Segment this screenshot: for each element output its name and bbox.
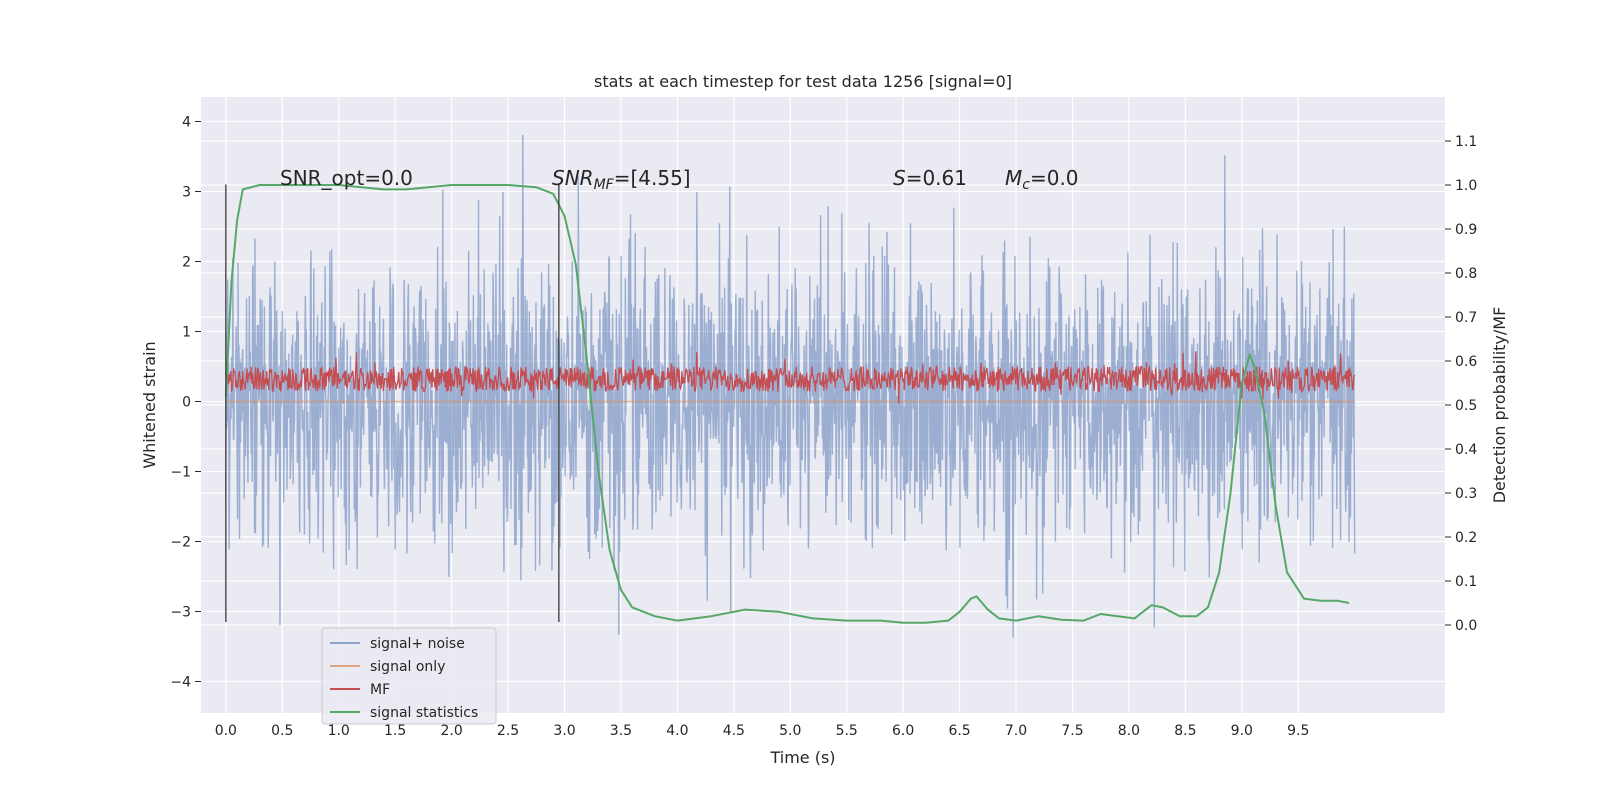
y-tick-label: 1 [182,325,191,341]
x-tick-label: 9.5 [1287,723,1309,739]
right-axis-label: Detection probability/MF [1490,307,1509,504]
right-tick-label: 0.1 [1455,574,1477,590]
x-tick-label: 7.5 [1061,723,1083,739]
x-tick-label: 8.5 [1174,723,1196,739]
x-tick-label: 6.5 [948,723,970,739]
y-tick-label: −4 [170,675,191,691]
x-tick-label: 6.0 [892,723,914,739]
right-tick-label: 0.3 [1455,486,1477,502]
right-tick-label: 0.8 [1455,266,1477,282]
snr-mf-prefix: SNR [552,166,594,190]
annotation-s: S=0.61 [893,166,967,190]
x-axis-label: Time (s) [769,748,835,767]
legend-label: MF [370,682,390,698]
x-tick-label: 3.0 [553,723,575,739]
data-layer [224,134,1356,638]
y-tick-label: 3 [182,185,191,201]
s-suffix: =0.61 [906,166,967,190]
x-tick-label: 1.5 [384,723,406,739]
series-signal-noise [225,134,1356,638]
x-tick-label: 2.5 [497,723,519,739]
snr-mf-sub: MF [594,177,615,193]
snr-mf-suffix: =[4.55] [614,166,691,190]
x-tick-label: 5.5 [836,723,858,739]
chart-title: stats at each timestep for test data 125… [594,72,1012,91]
x-tick-label: 4.0 [666,723,688,739]
x-tick-label: 8.0 [1118,723,1140,739]
y-tick-label: −2 [170,535,191,551]
s-prefix: S [893,166,906,190]
right-axis-ticks: 1.1 1.0 0.9 0.8 0.7 0.6 0.5 0.4 0.3 0.2 0.1 0.0 [1445,134,1477,634]
right-tick-label: 1.1 [1455,134,1477,150]
x-tick-label: 4.5 [723,723,745,739]
x-tick-label: 0.5 [271,723,293,739]
legend-label: signal+ noise [370,636,465,652]
mc-suffix: =0.0 [1030,166,1079,190]
y-tick-label: 0 [182,395,191,411]
legend-label: signal only [370,659,445,675]
x-axis-ticks: 0.0 0.5 1.0 1.5 2.0 2.5 3.0 3.5 4.0 4.5 5.0 5.5 6.0 6… [215,723,1310,739]
x-tick-label: 1.0 [328,723,350,739]
series-signal-statistics [224,184,1350,624]
mc-sub: c [1022,177,1030,193]
x-tick-label: 7.0 [1005,723,1027,739]
right-tick-label: 0.4 [1455,442,1477,458]
annotation-mc: Mc=0.0 [1005,166,1079,193]
x-tick-label: 9.0 [1231,723,1253,739]
mc-prefix: M [1005,166,1022,190]
annotation-snr-mf: SNRMF=[4.55] [552,166,691,193]
y-tick-label: 4 [182,115,191,131]
x-tick-label: 0.0 [215,723,237,739]
legend: signal+ noise signal only MF signal statist… [321,627,497,725]
x-tick-label: 2.0 [440,723,462,739]
y-tick-label: −1 [170,465,191,481]
legend-box [321,627,497,725]
right-tick-label: 0.5 [1455,398,1477,414]
y-tick-label: −3 [170,605,191,621]
right-tick-label: 0.7 [1455,310,1477,326]
right-tick-label: 0.2 [1455,530,1477,546]
y-tick-label: 2 [182,255,191,271]
legend-label: signal statistics [370,705,478,721]
right-tick-label: 0.9 [1455,222,1477,238]
series-mf [225,351,1356,404]
right-tick-label: 0.0 [1455,618,1477,634]
right-tick-label: 1.0 [1455,178,1477,194]
y-axis-ticks: 4 3 2 1 0 −1 −2 −3 −4 [170,115,201,691]
x-tick-label: 5.0 [779,723,801,739]
right-tick-label: 0.6 [1455,354,1477,370]
annotation-snr-opt: SNR_opt=0.0 [280,166,413,190]
x-tick-label: 3.5 [610,723,632,739]
y-axis-label: Whitened strain [140,341,159,468]
